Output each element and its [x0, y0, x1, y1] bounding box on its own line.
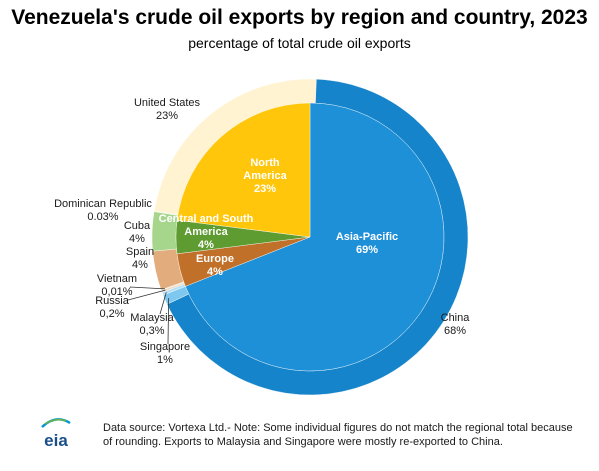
region-label-central-and-south-america: Central and South America 4%	[159, 213, 254, 251]
country-label-china: China 68%	[441, 312, 471, 337]
country-label-dominican-republic: Dominican Republic 0.03%	[54, 198, 152, 223]
region-label-north-america: North America 23%	[243, 157, 287, 195]
region-label-asia-pacific: Asia-Pacific 69%	[336, 231, 398, 256]
source-note: Data source: Vortexa Ltd.- Note: Some in…	[103, 422, 573, 448]
country-label-united-states: United States 23%	[134, 97, 201, 122]
region-slice-asia-pacific	[185, 102, 445, 372]
country-ring	[151, 78, 469, 396]
data-labels: Asia-Pacific 69% Europe 4%Central and South…	[54, 97, 470, 366]
eia-logo-icon: eia	[41, 418, 71, 450]
country-label-vietnam: Vietnam 0,01%	[97, 273, 137, 298]
country-label-spain: Spain 4%	[126, 246, 154, 271]
region-pie	[175, 102, 445, 372]
leader-line-singapore	[167, 298, 170, 345]
leader-line-vietnam	[129, 286, 166, 290]
leader-line-malaysia	[159, 292, 167, 315]
chart-title: Venezuela's crude oil exports by region …	[11, 6, 588, 29]
country-label-singapore: Singapore 1%	[140, 341, 190, 366]
region-slice-north-america	[176, 102, 311, 238]
country-label-russia: Russia 0,2%	[95, 295, 130, 320]
chart-subtitle: percentage of total crude oil exports	[188, 35, 411, 51]
region-label-europe: Europe 4%	[196, 253, 234, 278]
logo-text: eia	[44, 431, 68, 450]
country-label-cuba: Cuba 4%	[124, 220, 151, 245]
leader-lines	[127, 286, 170, 345]
leader-line-russia	[127, 289, 166, 301]
country-label-malaysia: Malaysia 0,3%	[130, 312, 174, 337]
